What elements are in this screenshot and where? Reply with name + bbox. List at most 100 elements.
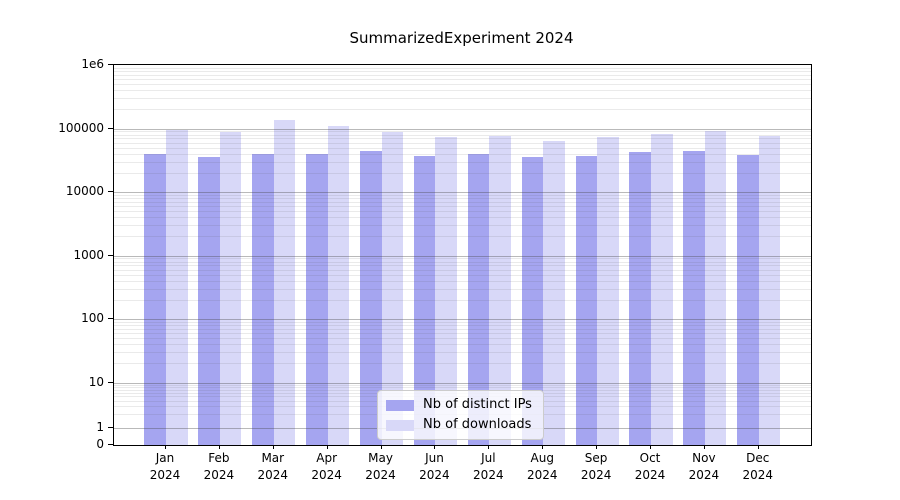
gridline-minor xyxy=(114,161,811,163)
bar-downloads-apr xyxy=(327,126,350,445)
gridline-minor xyxy=(114,90,811,92)
x-tick xyxy=(272,445,274,449)
gridline-minor xyxy=(114,79,811,81)
y-tick-label: 100 xyxy=(81,311,104,325)
gridline-minor xyxy=(114,363,811,365)
gridline-major xyxy=(114,255,811,257)
x-tick xyxy=(542,445,544,449)
y-tick xyxy=(108,318,113,319)
y-tick-label: 1e6 xyxy=(81,57,104,71)
gridline-minor xyxy=(114,217,811,219)
bar-distinct-ips-feb xyxy=(198,156,220,445)
bar-downloads-aug xyxy=(543,140,565,445)
gridline-minor xyxy=(114,71,811,73)
bar-distinct-ips-may xyxy=(359,150,382,445)
legend-entry-distinct-ips: Nb of distinct IPs xyxy=(386,398,532,412)
x-tick xyxy=(380,445,382,449)
x-tick-label: Jan 2024 xyxy=(149,451,181,482)
x-tick-label: Oct 2024 xyxy=(634,451,666,482)
gridline-major xyxy=(114,192,811,193)
gridline-minor xyxy=(114,201,811,203)
gridline-minor xyxy=(114,265,811,267)
bar-distinct-ips-mar xyxy=(252,153,274,445)
gridline-minor xyxy=(114,386,811,388)
gridline-minor xyxy=(114,211,811,213)
y-tick-label: 10000 xyxy=(65,184,104,198)
gridline-major xyxy=(114,382,811,384)
gridline-minor xyxy=(114,138,811,140)
gridline-minor xyxy=(114,153,811,155)
x-tick xyxy=(596,445,598,449)
gridline-minor xyxy=(114,206,811,208)
gridline-minor xyxy=(114,384,811,386)
y-tick-label: 0 xyxy=(96,437,104,451)
bar-distinct-ips-jan xyxy=(144,154,166,445)
bar-distinct-ips-jul xyxy=(467,153,490,445)
gridline-minor xyxy=(114,269,811,271)
y-tick-label: 1000 xyxy=(73,247,104,262)
bar-distinct-ips-sep xyxy=(575,155,598,445)
y-tick xyxy=(108,254,113,256)
x-tick-label: Sep 2024 xyxy=(580,451,612,482)
gridline-minor xyxy=(114,344,811,346)
y-tick xyxy=(108,427,113,428)
bar-downloads-feb xyxy=(219,132,242,445)
bar-downloads-dec xyxy=(758,136,781,445)
gridline-minor xyxy=(114,172,811,174)
y-tick xyxy=(108,191,113,192)
gridline-minor xyxy=(114,280,811,282)
chart-title: SummarizedExperiment 2024 xyxy=(349,29,574,47)
y-tick xyxy=(108,127,113,129)
bar-downloads-nov xyxy=(704,131,727,445)
gridline-minor xyxy=(114,142,811,144)
plot-area: Nb of distinct IPs Nb of downloads xyxy=(113,64,812,446)
gridline-major xyxy=(114,319,811,320)
x-tick xyxy=(434,445,436,449)
gridline-minor xyxy=(114,338,811,340)
bar-distinct-ips-aug xyxy=(521,157,544,445)
gridline-minor xyxy=(114,131,811,133)
gridline-minor xyxy=(114,321,811,323)
x-tick-label: Mar 2024 xyxy=(257,451,289,482)
bar-distinct-ips-dec xyxy=(737,155,759,445)
gridline-minor xyxy=(114,261,811,263)
legend-label-distinct-ips: Nb of distinct IPs xyxy=(423,397,532,412)
bar-downloads-may xyxy=(381,132,404,445)
gridline-minor xyxy=(114,194,811,196)
legend: Nb of distinct IPs Nb of downloads xyxy=(377,390,544,440)
x-tick xyxy=(218,445,220,449)
gridline-minor xyxy=(114,333,811,335)
bar-distinct-ips-oct xyxy=(629,151,651,445)
gridline-minor xyxy=(114,299,811,301)
legend-swatch-distinct-ips xyxy=(386,399,414,411)
y-tick-label: 100000 xyxy=(58,120,104,135)
bar-distinct-ips-apr xyxy=(306,154,328,445)
bar-downloads-jul xyxy=(489,136,511,445)
y-tick xyxy=(108,381,113,383)
bar-downloads-sep xyxy=(597,136,619,445)
gridline-minor xyxy=(114,147,811,149)
gridline-minor xyxy=(114,198,811,200)
gridline-minor xyxy=(114,258,811,260)
gridline-minor xyxy=(114,225,811,227)
gridline-minor xyxy=(114,67,811,69)
x-tick xyxy=(650,445,651,449)
legend-entry-downloads: Nb of downloads xyxy=(386,418,532,432)
bar-downloads-jun xyxy=(435,136,458,445)
x-tick-label: Apr 2024 xyxy=(311,451,342,482)
gridline-minor xyxy=(114,325,811,327)
x-tick-label: Aug 2024 xyxy=(526,451,558,482)
legend-label-downloads: Nb of downloads xyxy=(423,417,532,432)
bar-distinct-ips-nov xyxy=(683,150,705,445)
gridline-minor xyxy=(114,134,811,136)
x-tick-label: May 2024 xyxy=(365,451,396,482)
y-tick-label: 10 xyxy=(88,374,104,389)
y-tick xyxy=(108,444,113,445)
y-tick xyxy=(108,64,113,65)
gridline-minor xyxy=(114,236,811,238)
gridline-minor xyxy=(114,109,811,111)
gridline-minor xyxy=(114,328,811,330)
bar-distinct-ips-jun xyxy=(413,155,436,445)
gridline-minor xyxy=(114,288,811,290)
